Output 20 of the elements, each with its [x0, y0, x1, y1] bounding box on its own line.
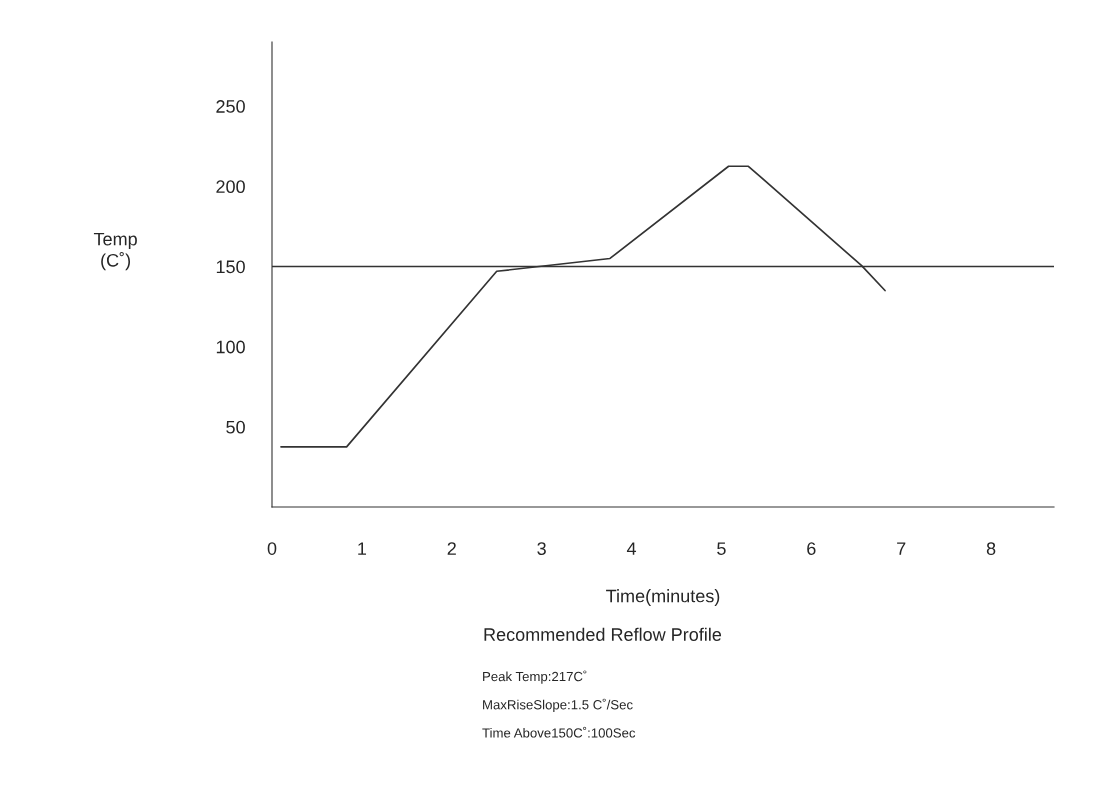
text: Time Above150C˚:100Sec — [482, 726, 636, 738]
x-tick-label: 2 — [447, 542, 456, 555]
x-tick-label: 0 — [267, 542, 277, 555]
y-tick-label: 250 — [216, 100, 245, 113]
y-tick-label: 200 — [216, 180, 245, 194]
text: Peak Temp:217C˚ — [483, 670, 587, 684]
y-tick-label: 50 — [226, 420, 245, 434]
x-tick-label: 4 — [626, 542, 637, 555]
x-tick-label: 5 — [717, 542, 726, 555]
y-axis-title: Temp (C˚) — [93, 232, 137, 271]
text: Recommended Reflow Profile — [484, 627, 722, 641]
x-axis-title: Time(minutes) — [606, 589, 720, 606]
x-tick-label: 7 — [897, 542, 906, 555]
y-tick-label: 100 — [216, 340, 245, 354]
x-tick-label: 3 — [537, 542, 546, 555]
x-tick-label: 8 — [986, 542, 996, 555]
y-tick-label: 150 — [216, 260, 245, 274]
x-tick-label: 1 — [358, 542, 367, 555]
text: MaxRiseSlope:1.5 C˚/Sec — [483, 698, 633, 713]
x-tick-label: 6 — [807, 542, 816, 555]
